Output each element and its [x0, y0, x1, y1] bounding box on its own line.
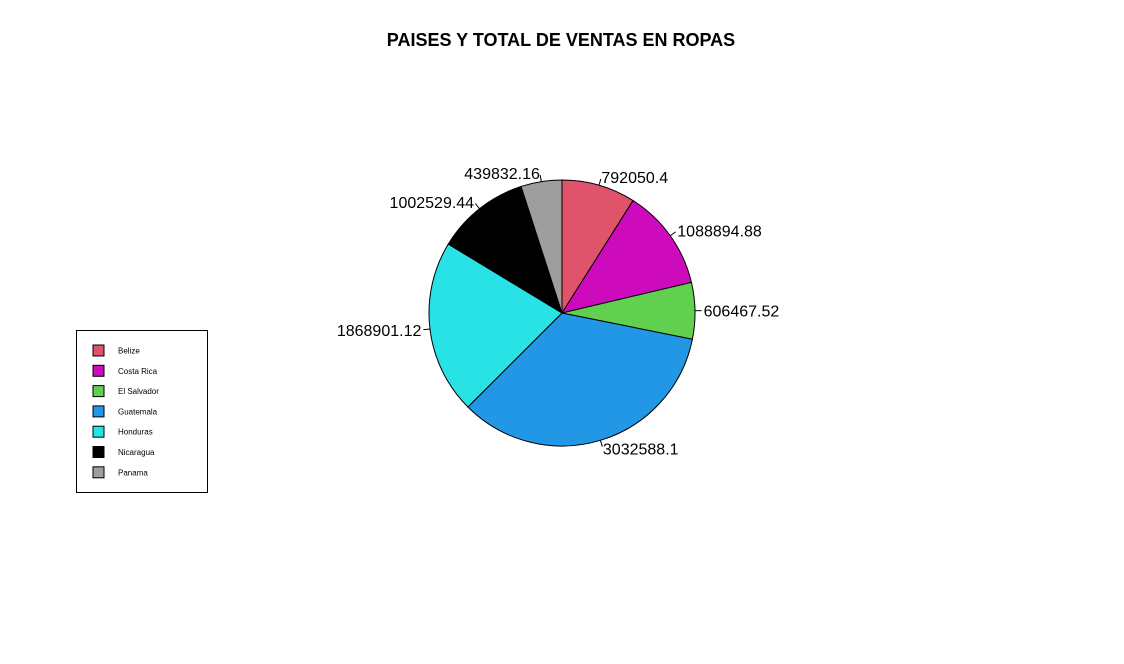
- legend-label-el-salvador: El Salvador: [118, 387, 159, 396]
- label-tick-nicaragua: [474, 203, 480, 210]
- legend-swatch-el-salvador: [92, 385, 105, 398]
- legend-label-guatemala: Guatemala: [118, 407, 158, 416]
- legend-swatch-belize: [92, 344, 105, 357]
- label-tick-guatemala: [599, 440, 603, 447]
- legend-swatch-panama: [92, 466, 105, 479]
- pie-slice-panama: [520, 179, 563, 314]
- label-ticks: [423, 174, 702, 447]
- pie-slice-costa-rica: [560, 199, 693, 314]
- legend-swatch-guatemala: [92, 405, 105, 418]
- slice-label-panama: 439832.16: [464, 166, 540, 183]
- legend-items: Belize Costa Rica El Salvador Guatemala Hond…: [92, 344, 159, 479]
- label-tick-belize: [598, 178, 602, 186]
- label-tick-panama: [539, 174, 542, 182]
- slice-labels: 792050.4 1088894.88 606467.52 3032588.1 1868…: [337, 166, 780, 459]
- slice-label-honduras: 1868901.12: [337, 323, 422, 340]
- chart-title: PAISES Y TOTAL DE VENTAS EN ROPAS: [387, 30, 735, 50]
- legend-swatch-costa-rica: [92, 364, 105, 377]
- slice-label-belize: 792050.4: [601, 170, 668, 187]
- legend-label-panama: Panama: [118, 468, 148, 477]
- slice-label-nicaragua: 1002529.44: [390, 195, 475, 212]
- legend-label-honduras: Honduras: [118, 428, 153, 437]
- legend-label-belize: Belize: [118, 347, 140, 356]
- legend-swatch-honduras: [92, 425, 105, 438]
- label-tick-costa-rica: [669, 231, 676, 237]
- legend: Belize Costa Rica El Salvador Guatemala Hond…: [76, 330, 208, 493]
- legend-label-nicaragua: Nicaragua: [118, 448, 155, 457]
- legend-box: [76, 330, 208, 493]
- pie-slice-nicaragua: [447, 185, 563, 315]
- legend-swatch-nicaragua: [92, 446, 105, 458]
- pie-slices: [428, 179, 696, 447]
- pie-slice-honduras: [428, 243, 563, 408]
- label-tick-honduras: [423, 328, 431, 331]
- slice-label-guatemala: 3032588.1: [603, 442, 679, 459]
- legend-label-costa-rica: Costa Rica: [118, 367, 158, 376]
- slice-label-costa-rica: 1088894.88: [677, 224, 762, 241]
- slice-label-el-salvador: 606467.52: [704, 304, 780, 321]
